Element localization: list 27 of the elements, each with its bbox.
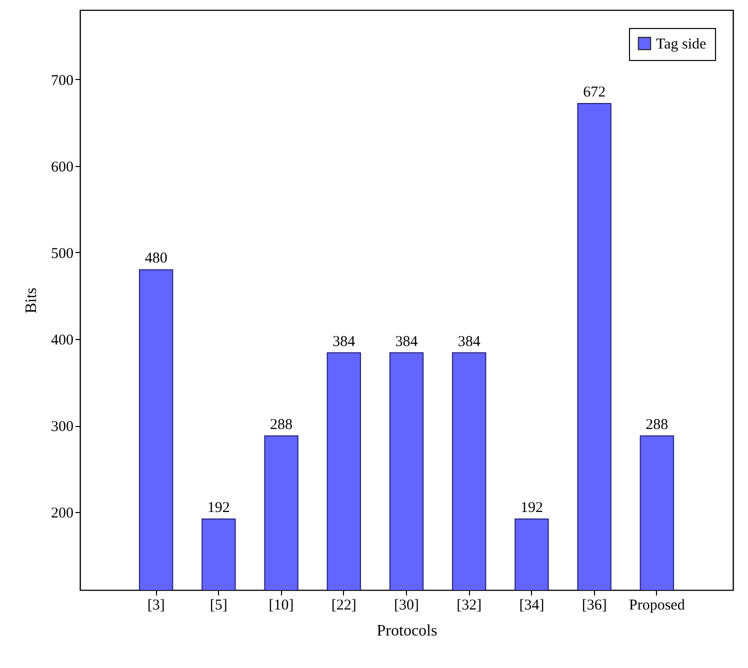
data-label: 288: [270, 416, 293, 433]
data-label: 384: [458, 334, 481, 350]
x-tick-label: Proposed: [629, 598, 686, 614]
y-axis-title: Bits: [23, 288, 40, 314]
x-tick-label: [5]: [210, 598, 228, 614]
x-tick-label: [22]: [331, 598, 356, 614]
data-label: 384: [395, 334, 418, 350]
legend-label: Tag side: [656, 36, 707, 52]
data-label: 672: [583, 84, 606, 100]
y-tick-label: 600: [51, 159, 74, 176]
y-tick-label: 500: [51, 246, 74, 262]
data-label: 192: [207, 500, 230, 516]
x-tick-label: [36]: [582, 598, 607, 614]
x-axis-title: Protocols: [376, 622, 438, 640]
data-label: 480: [144, 250, 168, 267]
y-tick-label: 400: [51, 332, 74, 348]
data-label: 192: [520, 500, 543, 516]
x-tick-label: [34]: [519, 598, 544, 614]
data-label: 384: [332, 334, 356, 350]
x-tick-label: [3]: [147, 598, 165, 614]
y-tick-label: 200: [51, 506, 74, 522]
y-tick-label: 300: [51, 419, 74, 436]
x-tick-label: [30]: [394, 598, 419, 614]
x-tick-label: [32]: [456, 598, 482, 614]
data-label: 288: [646, 416, 668, 433]
x-tick-label: [10]: [268, 598, 294, 614]
y-tick-label: 700: [51, 72, 74, 89]
